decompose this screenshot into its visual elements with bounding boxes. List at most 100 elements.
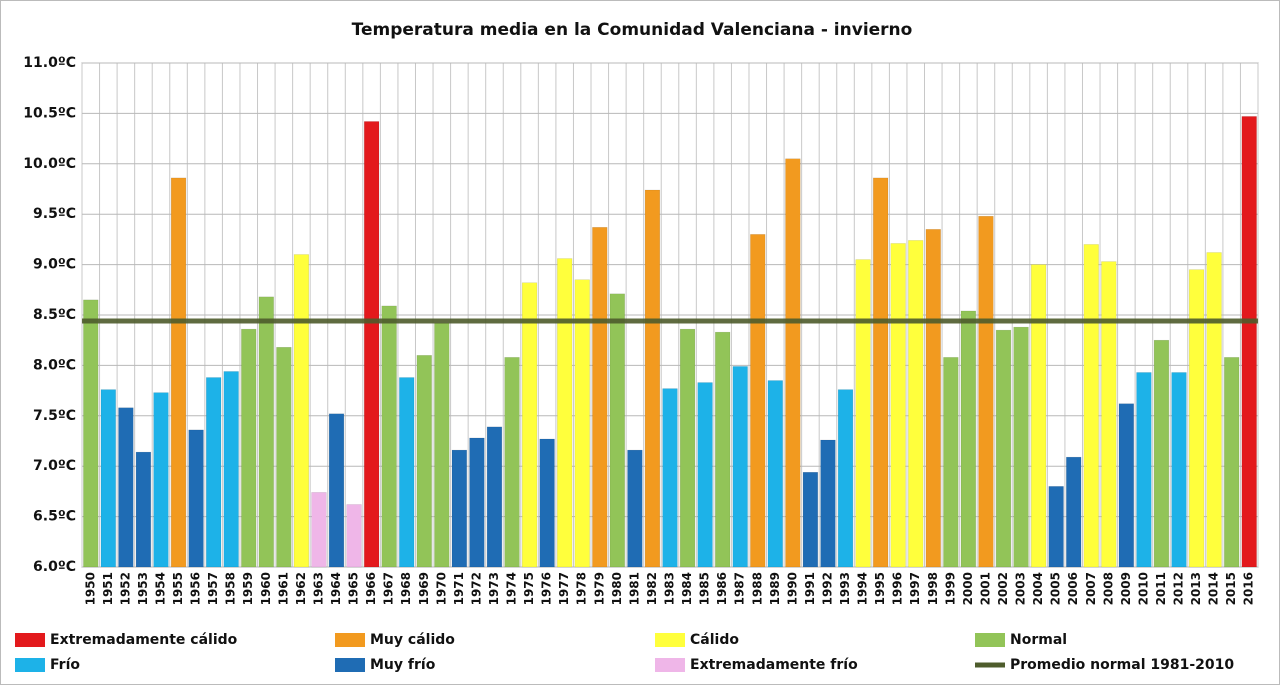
y-tick-label: 9.0ºC (33, 257, 76, 273)
x-tick-label: 1975 (522, 572, 536, 605)
legend-label: Frío (50, 657, 80, 673)
legend-label: Cálido (690, 632, 739, 648)
x-tick-label: 1996 (891, 572, 905, 605)
legend-swatch (15, 633, 45, 647)
x-tick-label: 1964 (329, 572, 343, 605)
bar (592, 227, 608, 568)
bar (346, 504, 362, 568)
bar (574, 279, 590, 568)
bar (978, 215, 994, 568)
legend-label: Extremadamente frío (690, 657, 858, 673)
x-tick-label: 2014 (1207, 572, 1221, 605)
bar (1206, 252, 1222, 568)
bar (451, 449, 467, 568)
x-tick-label: 1972 (469, 572, 483, 605)
bar (679, 328, 696, 568)
x-tick-label: 1997 (908, 572, 922, 605)
bar (399, 377, 415, 568)
x-tick-label: 1961 (276, 572, 290, 605)
x-tick-label: 1991 (803, 572, 817, 605)
y-tick-label: 6.0ºC (33, 559, 76, 575)
bar (100, 389, 116, 568)
x-tick-label: 2013 (1189, 572, 1203, 605)
bar (750, 234, 766, 568)
x-tick-label: 2001 (978, 572, 992, 605)
x-tick-label: 1977 (557, 572, 571, 605)
bar (1013, 326, 1029, 568)
x-tick-label: 1969 (417, 572, 431, 605)
x-tick-label: 2006 (1066, 572, 1080, 605)
x-tick-label: 2012 (1172, 572, 1186, 605)
y-tick-label: 6.5ºC (33, 509, 76, 525)
y-tick-label: 8.5ºC (33, 307, 76, 323)
bar (1153, 339, 1170, 568)
x-tick-label: 1971 (452, 572, 466, 605)
x-tick-label: 2008 (1101, 572, 1115, 605)
x-tick-label: 1979 (592, 572, 606, 605)
bar (837, 389, 854, 568)
legend-label: Extremadamente cálido (50, 632, 238, 648)
x-tick-label: 2005 (1049, 572, 1063, 605)
bar (1171, 372, 1187, 568)
legend-swatch (655, 658, 685, 672)
bar (1066, 456, 1082, 568)
x-tick-label: 1959 (241, 572, 255, 605)
y-tick-label: 7.5ºC (33, 408, 76, 424)
bar (328, 413, 345, 568)
bar (960, 310, 977, 568)
x-tick-label: 1955 (171, 572, 185, 605)
bar (241, 328, 257, 568)
bar (995, 329, 1012, 568)
x-tick-label: 2015 (1224, 572, 1238, 605)
legend-swatch (655, 633, 685, 647)
bar (276, 347, 292, 568)
x-tick-label: 1967 (382, 572, 396, 605)
chart-title: Temperatura media en la Comunidad Valenc… (352, 20, 913, 40)
x-tick-label: 1951 (101, 572, 115, 605)
bar (785, 158, 801, 568)
x-tick-label: 1993 (838, 572, 852, 605)
bar (1048, 486, 1064, 568)
y-tick-label: 7.0ºC (33, 458, 76, 474)
bar (206, 377, 222, 568)
bar (715, 331, 731, 568)
x-tick-label: 2003 (1014, 572, 1028, 605)
x-tick-label: 1958 (224, 572, 238, 605)
bar (943, 357, 959, 568)
bar (416, 355, 432, 568)
bar (118, 407, 134, 568)
bar (925, 229, 941, 568)
bar (855, 259, 871, 568)
x-tick-label: 1973 (487, 572, 501, 605)
x-tick-label: 1954 (153, 572, 167, 605)
x-tick-label: 2009 (1119, 572, 1133, 605)
x-tick-label: 2011 (1154, 572, 1168, 605)
bar (258, 296, 274, 568)
bar (820, 439, 836, 568)
x-tick-label: 1956 (189, 572, 203, 605)
y-tick-label: 10.0ºC (23, 156, 76, 172)
bar (311, 492, 327, 568)
x-tick-label: 1986 (715, 572, 729, 605)
x-tick-label: 1974 (505, 572, 519, 605)
x-tick-label: 1953 (136, 572, 150, 605)
x-tick-label: 1990 (785, 572, 799, 605)
bar (153, 392, 169, 568)
x-tick-label: 1994 (856, 572, 870, 605)
x-tick-label: 1998 (926, 572, 940, 605)
x-tick-label: 1995 (873, 572, 887, 605)
x-tick-label: 1966 (364, 572, 378, 605)
x-tick-label: 1981 (627, 572, 641, 605)
bar (557, 258, 573, 568)
y-tick-label: 8.0ºC (33, 357, 76, 373)
x-tick-label: 1962 (294, 572, 308, 605)
bar (873, 177, 889, 568)
x-tick-label: 1965 (347, 572, 361, 605)
legend-swatch (15, 658, 45, 672)
x-tick-label: 1982 (645, 572, 659, 605)
bar (1030, 264, 1047, 568)
x-tick-label: 2000 (961, 572, 975, 605)
x-tick-label: 1970 (434, 572, 448, 605)
bar (539, 438, 555, 568)
legend-label: Muy cálido (370, 632, 455, 648)
